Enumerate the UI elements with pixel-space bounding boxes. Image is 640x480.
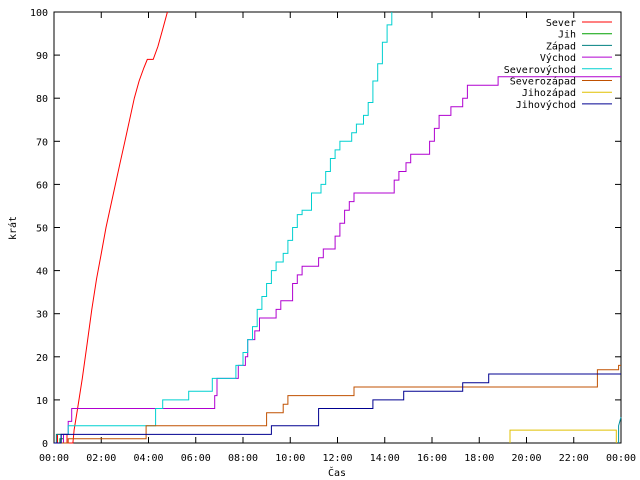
legend-label: Jihozápad <box>522 87 576 99</box>
legend-label: Západ <box>546 40 576 52</box>
x-tick-label: 04:00 <box>133 453 163 464</box>
series-line-severovychod <box>54 12 393 444</box>
legend-label: Jihovýchod <box>516 99 576 111</box>
x-tick-label: 00:00 <box>606 453 636 464</box>
x-tick-label: 02:00 <box>86 453 116 464</box>
x-tick-label: 10:00 <box>275 453 305 464</box>
y-tick-label: 90 <box>36 51 48 62</box>
y-tick-label: 70 <box>36 137 48 148</box>
legend-label: Severozápad <box>510 76 576 88</box>
y-tick-label: 20 <box>36 353 48 364</box>
axis-tick-labels: 00:00 02:00 04:00 06:00 08:00 10:00 12:00 14:00… <box>30 8 636 464</box>
y-tick-label: 80 <box>36 94 48 105</box>
legend-label: Východ <box>540 52 576 64</box>
series-line-jih <box>59 438 64 443</box>
y-tick-label: 0 <box>42 439 48 450</box>
x-axis-title: Čas <box>328 466 346 479</box>
y-tick-label: 30 <box>36 310 48 321</box>
legend-label: Jih <box>558 30 576 41</box>
x-tick-label: 18:00 <box>464 453 494 464</box>
series-line-jihozapad <box>509 429 617 443</box>
legend-label: Severovýchod <box>504 64 576 76</box>
x-tick-label: 22:00 <box>559 453 589 464</box>
x-tick-label: 16:00 <box>417 453 447 464</box>
y-tick-label: 40 <box>36 267 48 278</box>
y-axis-title: krát <box>7 216 19 240</box>
x-tick-label: 00:00 <box>39 453 69 464</box>
series-lines <box>54 11 622 444</box>
x-tick-label: 20:00 <box>511 453 541 464</box>
legend-label: Sever <box>546 18 576 29</box>
y-tick-label: 10 <box>36 396 48 407</box>
y-tick-label: 100 <box>30 8 48 19</box>
y-tick-label: 60 <box>36 180 48 191</box>
legend: SeverJihZápadVýchodSeverovýchodSeverozáp… <box>504 18 612 111</box>
x-tick-label: 08:00 <box>228 453 258 464</box>
axis-ticks <box>53 11 622 444</box>
series-line-sever <box>54 11 168 444</box>
series-line-jihovychod <box>54 373 621 444</box>
series-line-vychod <box>54 76 621 444</box>
y-tick-label: 50 <box>36 224 48 235</box>
x-tick-label: 14:00 <box>370 453 400 464</box>
series-line-unnamed <box>618 416 622 443</box>
series-line-severozapad <box>54 364 621 444</box>
x-tick-label: 12:00 <box>322 453 352 464</box>
x-tick-label: 06:00 <box>181 453 211 464</box>
